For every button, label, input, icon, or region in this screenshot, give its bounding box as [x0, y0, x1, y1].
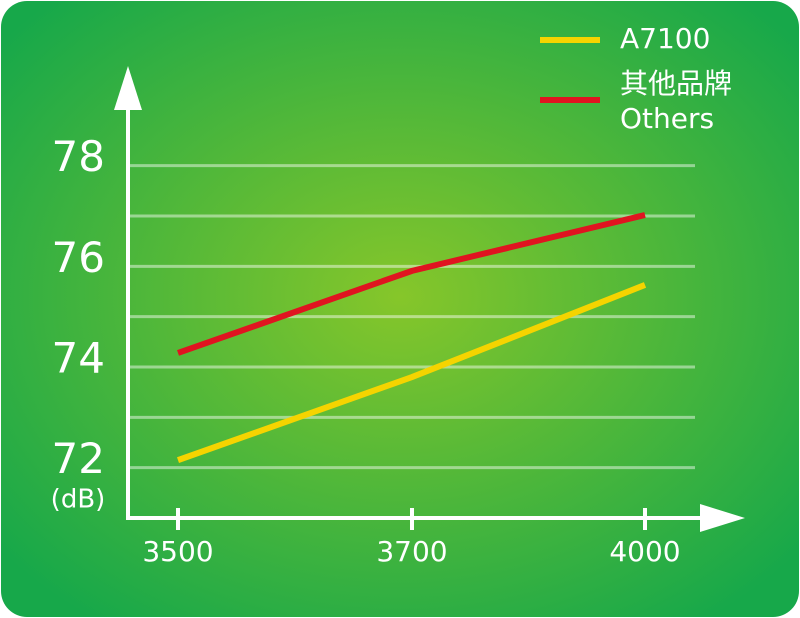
x-tick-label: 3500: [142, 535, 213, 568]
y-unit: (dB): [51, 485, 106, 515]
legend-label: 其他品牌: [620, 67, 732, 100]
y-tick-label: 78: [52, 132, 105, 181]
legend-label: A7100: [620, 22, 710, 55]
y-tick-label: 74: [52, 334, 105, 383]
x-tick-label: 3700: [376, 535, 447, 568]
x-axis-arrow: [700, 504, 745, 532]
x-tick-label: 4000: [609, 535, 680, 568]
series-line: [177, 212, 646, 356]
series-line: [176, 282, 647, 463]
y-tick-label: 76: [52, 233, 105, 282]
y-axis-arrow: [114, 66, 142, 110]
legend-label: Others: [620, 102, 714, 135]
y-tick-label: 72: [52, 434, 105, 483]
